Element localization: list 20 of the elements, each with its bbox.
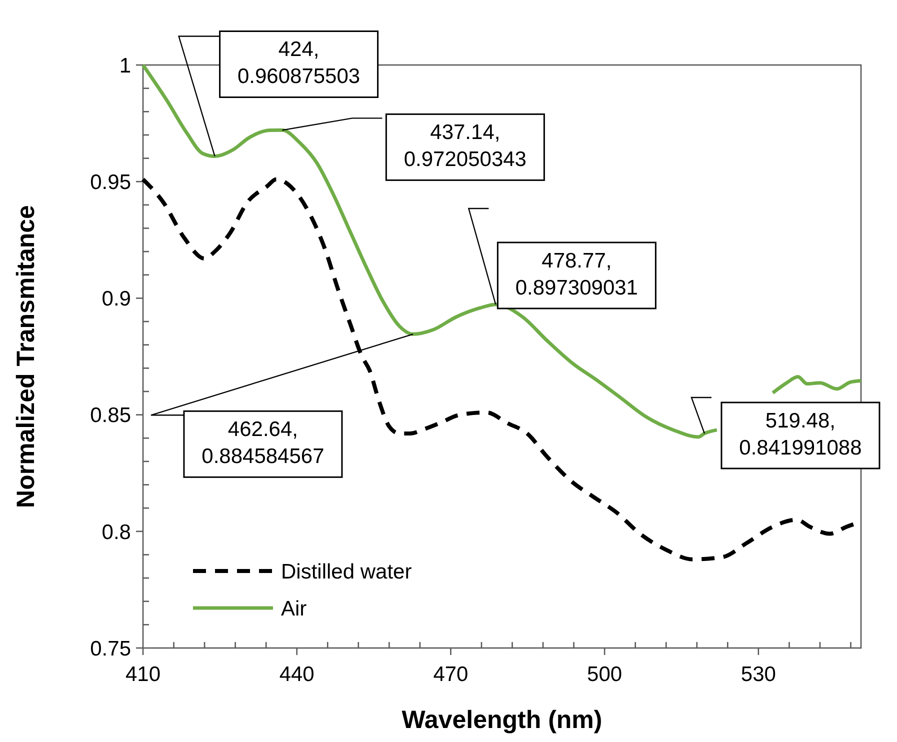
x-tick-label: 470 <box>433 663 468 686</box>
y-tick-label: 1 <box>119 54 131 78</box>
x-axis-title: Wavelength (nm) <box>402 706 602 734</box>
annotation: 424, 0.960875503 <box>237 38 360 88</box>
y-tick-label: 0.8 <box>102 520 131 544</box>
y-tick-label: 0.75 <box>90 637 131 660</box>
annotation: 519.48, 0.841991088 <box>739 409 862 460</box>
y-axis-title: Normalized Transmitance <box>12 204 40 508</box>
annotation: 478.77, 0.897309031 <box>515 249 638 300</box>
y-tick-label: 0.95 <box>90 170 131 194</box>
x-tick-label: 410 <box>125 663 161 686</box>
legend-label: Air <box>281 597 307 620</box>
x-tick-label: 530 <box>740 663 776 686</box>
annotation: 462.64, 0.884584567 <box>202 418 324 468</box>
x-tick-label: 500 <box>587 663 622 686</box>
y-tick-label: 0.9 <box>102 288 131 311</box>
x-tick-label: 440 <box>279 663 314 686</box>
legend-label: Distilled water <box>281 560 412 584</box>
y-tick-label: 0.85 <box>90 404 131 428</box>
annotation: 437.14, 0.972050343 <box>404 121 527 172</box>
